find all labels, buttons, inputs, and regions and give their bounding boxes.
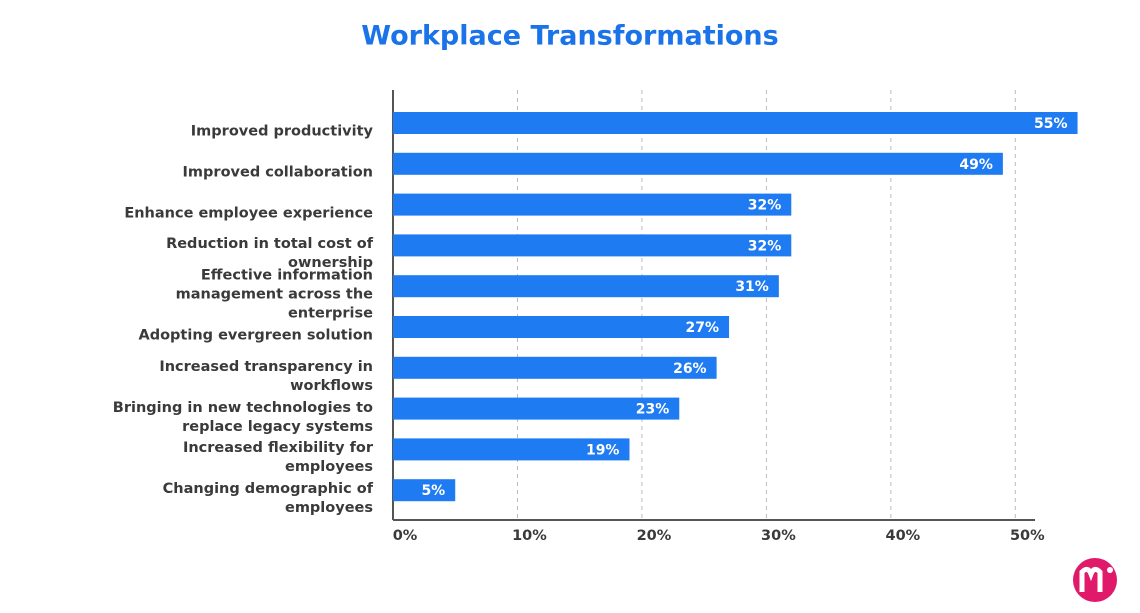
value-label: 5% bbox=[421, 483, 445, 499]
bar bbox=[393, 316, 730, 338]
x-tick-label: 0% bbox=[393, 528, 418, 544]
y-tick-label: Improved productivity bbox=[190, 123, 373, 140]
y-tick-label: Increased flexibility for employees bbox=[182, 440, 373, 476]
y-tick-label: Reduction in total cost of ownership bbox=[166, 236, 373, 272]
bar bbox=[393, 193, 792, 216]
bar bbox=[393, 152, 1003, 175]
value-label: 26% bbox=[673, 361, 707, 377]
x-tick-label: 50% bbox=[1010, 528, 1045, 544]
x-tick-label: 10% bbox=[512, 528, 547, 544]
bar bbox=[393, 438, 630, 461]
value-label: 55% bbox=[1034, 116, 1068, 132]
x-tick-label: 40% bbox=[885, 528, 920, 544]
value-label: 31% bbox=[735, 279, 769, 295]
logo bbox=[1073, 558, 1117, 602]
bar bbox=[393, 234, 792, 257]
bar bbox=[393, 112, 1078, 134]
y-tick-label: Effective information management across … bbox=[175, 267, 373, 322]
x-tick-label: 20% bbox=[637, 528, 672, 544]
bar bbox=[393, 356, 717, 379]
y-tick-label: Increased transparency in workflows bbox=[159, 358, 373, 394]
x-tick-label: 30% bbox=[761, 528, 796, 544]
bar bbox=[393, 397, 680, 420]
y-tick-label: Bringing in new technologies to replace … bbox=[112, 399, 373, 435]
y-tick-label: Enhance employee experience bbox=[124, 205, 373, 222]
value-label: 32% bbox=[748, 198, 782, 214]
y-tick-label: Adopting evergreen solution bbox=[138, 327, 373, 344]
value-label: 23% bbox=[636, 402, 670, 418]
y-tick-label: Changing demographic of employees bbox=[162, 481, 373, 517]
y-tick-label: Improved collaboration bbox=[182, 164, 373, 181]
bar bbox=[393, 275, 779, 298]
value-label: 19% bbox=[586, 442, 620, 458]
value-label: 32% bbox=[748, 238, 782, 254]
chart-title: Workplace Transformations bbox=[361, 21, 778, 52]
bar bbox=[393, 479, 456, 502]
value-label: 49% bbox=[959, 157, 993, 173]
value-label: 27% bbox=[686, 320, 720, 336]
